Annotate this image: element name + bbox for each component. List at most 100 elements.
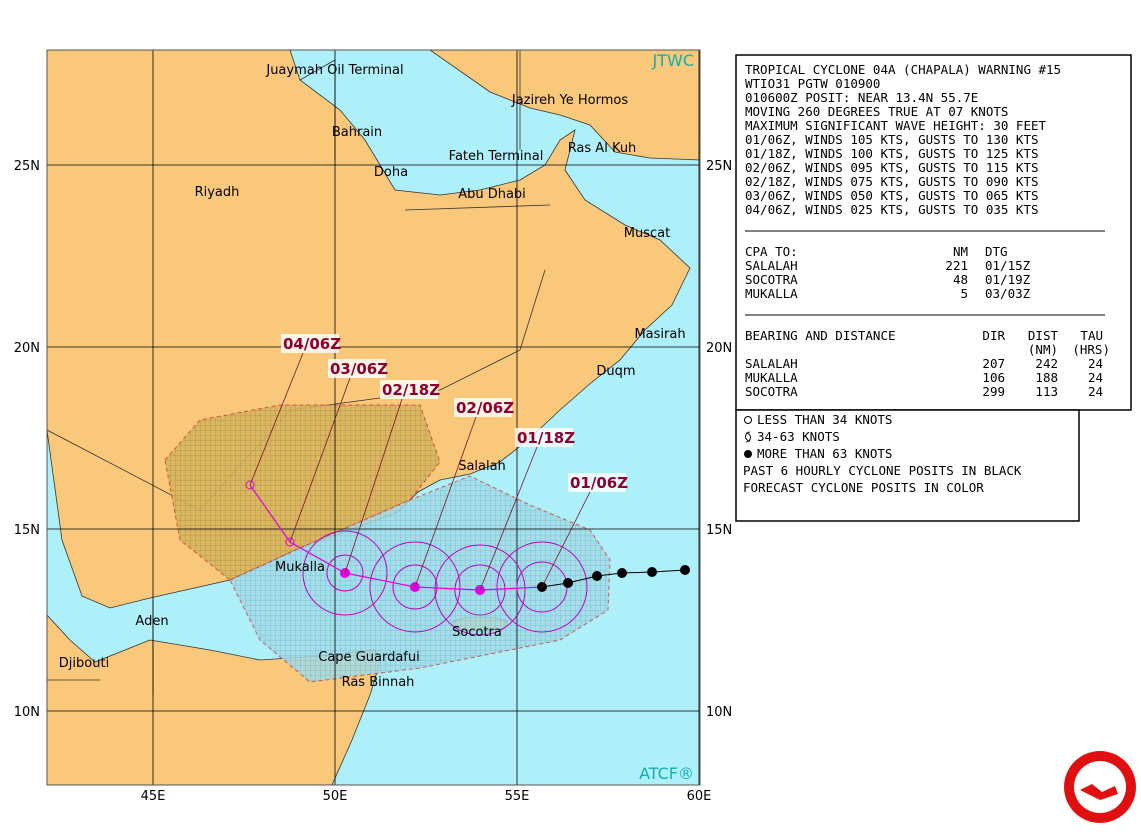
lat-label: 15N: [706, 523, 732, 538]
legend-entry: 34-63 KNOTS: [757, 429, 840, 444]
legend-icon: [745, 431, 751, 443]
label-bg: [281, 334, 339, 353]
bearing-cell: 24: [1088, 384, 1103, 399]
cpa-cell: 221: [945, 258, 968, 273]
place-label: Muscat: [624, 226, 670, 241]
cpa-cell: 03/03Z: [985, 286, 1031, 301]
legend-entry: PAST 6 HOURLY CYCLONE POSITS IN BLACK: [743, 463, 1022, 478]
axis-labels: 25N 25N 20N 20N 15N 15N 10N 10N 45E 50E 55E 60E: [14, 159, 733, 804]
bearing-cell: 207: [982, 356, 1005, 371]
legend-entry: FORECAST CYCLONE POSITS IN COLOR: [743, 480, 984, 495]
lon-label: 50E: [323, 789, 348, 804]
lat-label: 25N: [14, 159, 40, 174]
place-label: Doha: [374, 165, 408, 180]
graticule: [47, 50, 700, 785]
forecast-label: 04/06Z: [283, 335, 341, 353]
places: Juaymah Oil Terminal Jazireh Ye Hormos Bah…: [59, 63, 686, 690]
place-label: Mukalla: [275, 560, 325, 575]
lat-label: 15N: [14, 523, 40, 538]
cpa-cell: 01/15Z: [985, 258, 1031, 273]
legend-entry: MORE THAN 63 KNOTS: [757, 446, 892, 461]
leader-line: [541, 491, 591, 588]
forecast-label: 02/06Z: [456, 399, 514, 417]
cpa-cell: SOCOTRA: [745, 272, 798, 287]
place-label: Bahrain: [332, 125, 382, 140]
place-label: Juaymah Oil Terminal: [265, 63, 403, 78]
bearing-header: DIST: [1028, 328, 1059, 343]
lon-label: 45E: [141, 789, 166, 804]
forecast-label: 01/06Z: [570, 474, 628, 492]
leader-line: [414, 416, 477, 588]
bearing-cell: MUKALLA: [745, 370, 798, 385]
bearing-cell: 299: [982, 384, 1005, 399]
bearing-cell: 242: [1035, 356, 1058, 371]
warning-line: 02/18Z, WINDS 075 KTS, GUSTS TO 090 KTS: [745, 174, 1039, 189]
bearing-header: TAU: [1080, 328, 1103, 343]
place-label: Riyadh: [195, 185, 240, 200]
cone-late: [164, 404, 441, 581]
past-posits: [537, 565, 690, 592]
bearing-cell: 24: [1088, 370, 1103, 385]
warning-line: 02/06Z, WINDS 095 KTS, GUSTS TO 115 KTS: [745, 160, 1039, 175]
map: Juaymah Oil Terminal Jazireh Ye Hormos Bah…: [47, 50, 700, 785]
place-label: Cape Guardafui: [318, 650, 419, 665]
forecast-label: 02/18Z: [382, 381, 440, 399]
bearing-header: BEARING AND DISTANCE: [745, 328, 896, 343]
lon-label: 60E: [687, 789, 712, 804]
leader-line: [289, 377, 351, 543]
bearing-cell: 113: [1035, 384, 1058, 399]
lat-label: 10N: [706, 705, 732, 720]
place-label: Duqm: [596, 364, 635, 379]
legend-entry: LESS THAN 34 KNOTS: [757, 412, 892, 427]
label-bg: [568, 473, 626, 492]
forecast-label: 01/18Z: [517, 429, 575, 447]
lat-label: 20N: [14, 341, 40, 356]
logo: [1064, 751, 1136, 823]
lon-label: 55E: [505, 789, 530, 804]
cpa-header: NM: [953, 244, 968, 259]
label-bg: [454, 398, 512, 417]
legend-icon: [744, 450, 752, 458]
cpa-cell: MUKALLA: [745, 286, 798, 301]
bearing-cell: SALALAH: [745, 356, 798, 371]
credit-top: JTWC: [652, 51, 694, 70]
warning-line: TROPICAL CYCLONE 04A (CHAPALA) WARNING #…: [745, 62, 1061, 77]
label-bg: [380, 380, 438, 399]
warning-line: 03/06Z, WINDS 050 KTS, GUSTS TO 065 KTS: [745, 188, 1039, 203]
lat-label: 20N: [706, 341, 732, 356]
cpa-header: CPA TO:: [745, 244, 798, 259]
cpa-cell: SALALAH: [745, 258, 798, 273]
warning-line: MOVING 260 DEGREES TRUE AT 07 KNOTS: [745, 104, 1008, 119]
warning-line: 01/06Z, WINDS 105 KTS, GUSTS TO 130 KTS: [745, 132, 1039, 147]
cpa-cell: 5: [960, 286, 968, 301]
warning-line: 01/18Z, WINDS 100 KTS, GUSTS TO 125 KTS: [745, 146, 1039, 161]
credit-bottom: ATCF®: [639, 764, 694, 783]
iran: [429, 50, 700, 161]
place-label: Abu Dhabi: [458, 187, 526, 202]
leader-line: [344, 398, 403, 574]
place-label: Djibouti: [59, 656, 109, 671]
warning-line: 04/06Z, WINDS 025 KTS, GUSTS TO 035 KTS: [745, 202, 1039, 217]
place-label: Socotra: [452, 625, 502, 640]
forecast-label: 03/06Z: [330, 360, 388, 378]
lat-label: 10N: [14, 705, 40, 720]
warning-box: [735, 54, 1132, 411]
cpa-cell: 01/19Z: [985, 272, 1031, 287]
map-frame: [46, 49, 701, 786]
place-label: Masirah: [634, 327, 685, 342]
cone-early: [229, 475, 611, 683]
cpa-cell: 48: [953, 272, 968, 287]
warning-line: MAXIMUM SIGNIFICANT WAVE HEIGHT: 30 FEET: [745, 118, 1046, 133]
warning-line: 010600Z POSIT: NEAR 13.4N 55.7E: [745, 90, 978, 105]
cpa-header: DTG: [985, 244, 1008, 259]
place-label: Jazireh Ye Hormos: [511, 93, 628, 108]
leader-line: [249, 352, 304, 486]
place-label: Fateh Terminal: [449, 149, 544, 164]
bearing-cell: 188: [1035, 370, 1058, 385]
bearing-cell: SOCOTRA: [745, 384, 798, 399]
place-label: Ras Al Kuh: [568, 141, 637, 156]
bearing-subheader: (NM): [1028, 342, 1058, 357]
leader-line: [479, 446, 538, 591]
